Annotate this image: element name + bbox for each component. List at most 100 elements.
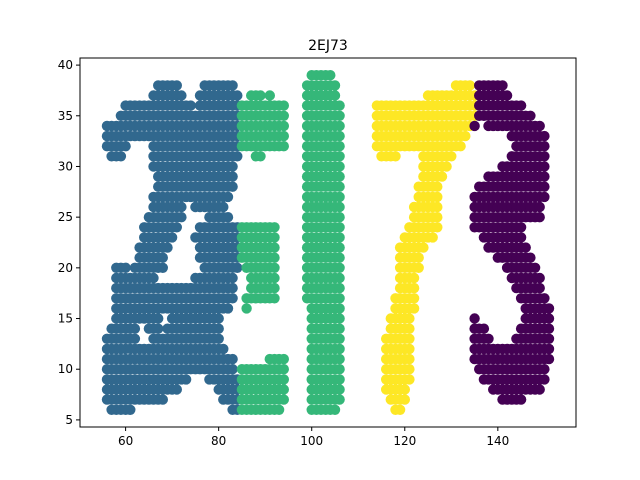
data-point [334, 343, 345, 355]
chart-title: 2EJ73 [308, 38, 348, 54]
data-point [441, 161, 452, 172]
data-point [390, 151, 401, 162]
data-point [171, 80, 182, 91]
data-point [534, 120, 545, 132]
data-point [334, 181, 345, 192]
data-point [515, 232, 527, 243]
data-point [218, 343, 229, 355]
data-point [153, 313, 164, 324]
data-point [273, 404, 285, 415]
data-point [529, 262, 541, 273]
data-point [418, 242, 429, 253]
data-point [334, 364, 345, 375]
data-point [334, 262, 345, 273]
data-point [413, 262, 424, 273]
data-point [394, 404, 406, 415]
data-point [408, 293, 420, 304]
data-point [539, 374, 550, 385]
data-point [539, 171, 550, 182]
data-point [334, 282, 345, 294]
data-point [334, 100, 345, 111]
data-point [329, 90, 341, 101]
data-point [408, 303, 420, 314]
x-axis: 60 80 100 120 140 [118, 427, 509, 448]
data-point [404, 333, 415, 344]
data-point [520, 242, 531, 253]
data-point [469, 313, 480, 324]
data-point [227, 171, 238, 182]
data-point [157, 394, 168, 405]
data-point [171, 384, 182, 395]
data-point [227, 353, 238, 365]
data-point [404, 343, 415, 355]
data-point [227, 80, 238, 91]
data-point [278, 364, 289, 375]
data-point [432, 222, 443, 233]
series-4 [469, 80, 555, 405]
data-point [455, 141, 466, 152]
data-point [408, 272, 420, 284]
data-point [278, 120, 289, 132]
data-point [334, 333, 345, 344]
data-point [469, 120, 480, 132]
data-point [120, 262, 131, 273]
data-point [213, 323, 224, 334]
data-point [534, 384, 545, 395]
data-point [222, 303, 234, 314]
data-point [334, 384, 345, 395]
data-point [432, 212, 443, 223]
data-point [269, 252, 280, 263]
data-point [334, 130, 345, 142]
data-point [534, 212, 545, 223]
data-point [404, 323, 415, 334]
data-point [464, 80, 476, 91]
data-point [227, 282, 238, 294]
data-point [515, 222, 527, 233]
data-point [334, 222, 345, 233]
data-point [413, 252, 424, 263]
data-point [269, 272, 280, 284]
data-point [334, 201, 345, 213]
data-point [432, 201, 443, 213]
data-point [176, 212, 187, 223]
data-point [334, 120, 345, 132]
data-point [501, 90, 513, 101]
data-point [543, 313, 555, 324]
data-point [129, 323, 141, 334]
y-tick-label: 30 [58, 159, 73, 173]
data-point [334, 293, 345, 304]
data-point [269, 242, 280, 253]
data-point [241, 303, 252, 314]
series-1 [101, 80, 243, 415]
data-point [176, 201, 187, 213]
data-point [269, 262, 280, 273]
data-point [334, 394, 345, 405]
data-point [222, 191, 234, 203]
data-point [515, 100, 527, 111]
x-tick-label: 60 [118, 434, 133, 448]
data-point [334, 242, 345, 253]
data-point [534, 201, 545, 213]
y-axis: 5 10 15 20 25 30 35 40 [58, 58, 80, 427]
y-tick-label: 20 [58, 261, 73, 275]
data-point [227, 293, 238, 304]
data-point [539, 191, 550, 203]
data-point [255, 151, 266, 162]
data-point [269, 282, 280, 294]
data-point [157, 262, 168, 273]
data-point [278, 394, 289, 405]
data-point [334, 191, 345, 203]
data-point [334, 212, 345, 223]
data-point [269, 232, 280, 243]
data-point [185, 100, 196, 111]
y-tick-label: 25 [58, 210, 73, 224]
series-3 [371, 80, 480, 415]
data-point [483, 333, 494, 344]
data-point [115, 151, 127, 162]
data-point [255, 90, 266, 101]
data-point [278, 384, 289, 395]
data-point [278, 130, 289, 142]
data-point [334, 252, 345, 263]
data-point [278, 353, 289, 365]
